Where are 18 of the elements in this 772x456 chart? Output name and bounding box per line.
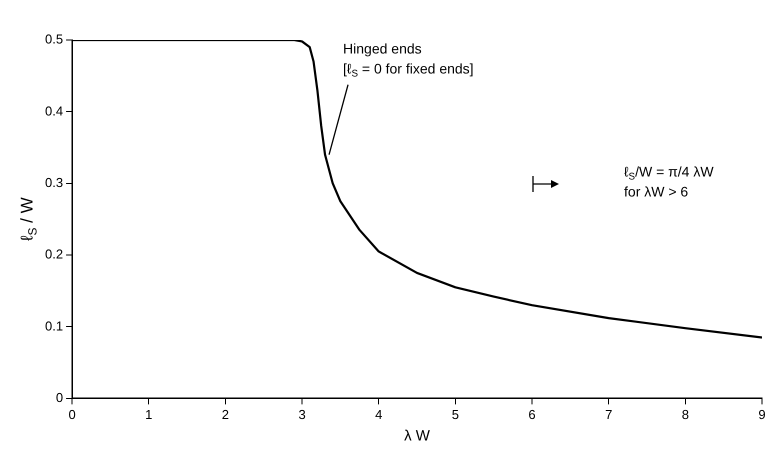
x-tick-label: 1 — [145, 406, 152, 422]
y-tick-label: 0 — [56, 390, 64, 405]
x-tick-label: 6 — [528, 406, 536, 422]
y-tick-label: 0.1 — [44, 318, 64, 334]
y-tick-label: 0.5 — [44, 32, 64, 47]
x-tick-label: 2 — [222, 406, 230, 422]
x-axis-title: λ W — [404, 428, 431, 445]
x-tick-label: 0 — [68, 406, 76, 422]
y-tick-label: 0.4 — [44, 103, 64, 118]
y-tick-label: 0.2 — [44, 246, 64, 262]
x-tick-label: 5 — [452, 406, 459, 422]
x-tick-label: 3 — [298, 406, 306, 422]
x-tick-label: 7 — [605, 406, 612, 422]
x-tick-label: 4 — [375, 406, 382, 422]
y-tick-label: 0.3 — [44, 174, 64, 190]
x-tick-label: 8 — [682, 406, 689, 422]
x-tick-label: 9 — [758, 406, 766, 422]
y-axis-title: ℓS / W — [18, 197, 40, 242]
